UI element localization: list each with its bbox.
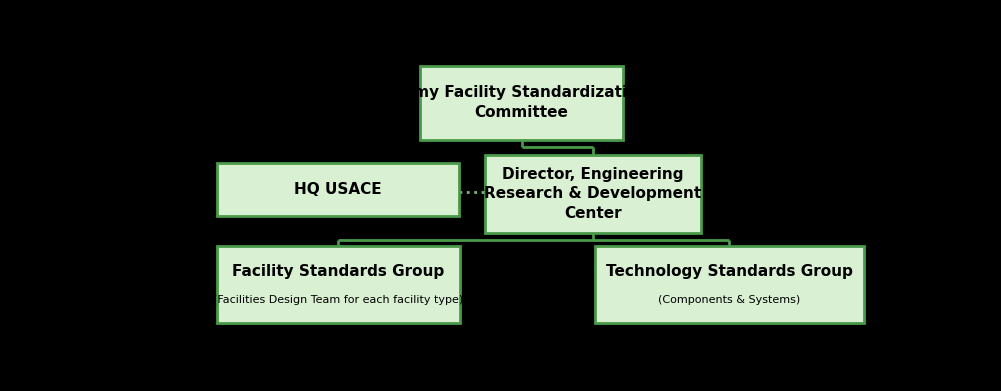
FancyBboxPatch shape xyxy=(216,246,460,323)
Text: Facility Standards Group: Facility Standards Group xyxy=(232,264,444,279)
FancyBboxPatch shape xyxy=(596,246,864,323)
FancyBboxPatch shape xyxy=(216,163,458,216)
Text: Director, Engineering
Research & Development
Center: Director, Engineering Research & Develop… xyxy=(484,167,702,221)
Text: (Facilities Design Team for each facility type): (Facilities Design Team for each facilit… xyxy=(213,295,463,305)
Text: Army Facility Standardization
Committee: Army Facility Standardization Committee xyxy=(394,85,649,120)
Text: (Components & Systems): (Components & Systems) xyxy=(659,295,801,305)
Text: HQ USACE: HQ USACE xyxy=(294,182,381,197)
FancyBboxPatch shape xyxy=(485,155,701,233)
Text: Technology Standards Group: Technology Standards Group xyxy=(606,264,853,279)
FancyBboxPatch shape xyxy=(420,66,624,140)
